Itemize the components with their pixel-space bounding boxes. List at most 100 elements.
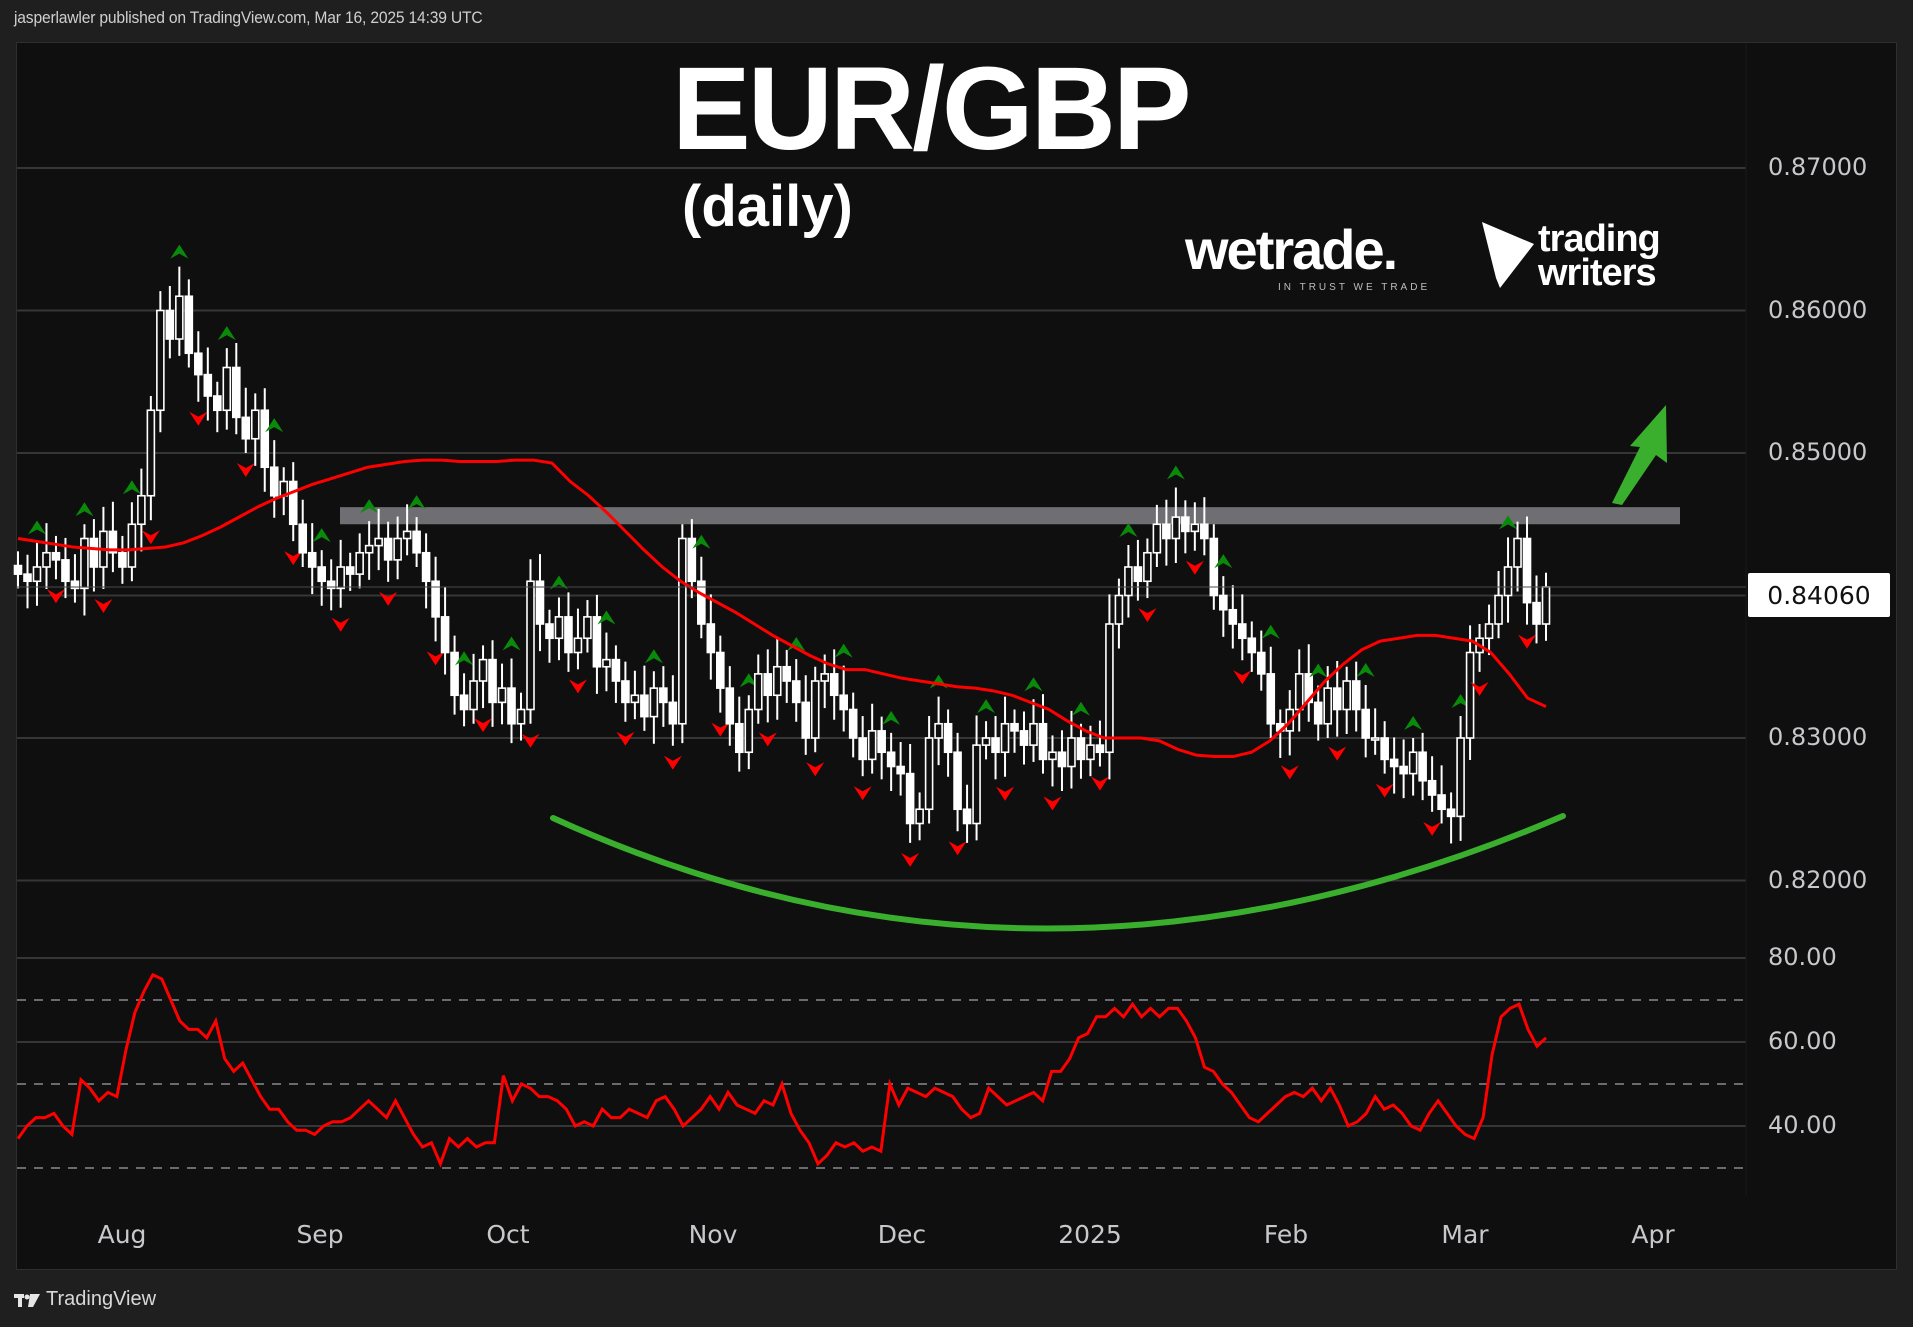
fractal-down-icon — [568, 679, 587, 694]
candle-body — [1086, 744, 1095, 761]
trading-writers-line2: writers — [1538, 252, 1657, 294]
rsi-line — [16, 972, 1548, 1168]
trading-writers-logo: trading writers — [1538, 220, 1661, 294]
candle-body — [1294, 673, 1304, 711]
chart-panel[interactable] — [16, 42, 1897, 1270]
candle-body — [915, 808, 924, 825]
candle-body — [1057, 751, 1067, 768]
candle-body — [431, 580, 440, 618]
candle-body — [640, 694, 649, 718]
candle-body — [858, 737, 867, 761]
candle-body — [326, 580, 336, 590]
candle-body — [146, 409, 156, 497]
fractal-down-icon — [758, 732, 777, 747]
fractal-down-icon — [853, 786, 872, 801]
candle-body — [61, 559, 70, 583]
candle-body — [1247, 637, 1257, 654]
candle-body — [583, 616, 592, 640]
fractal-up-icon — [455, 651, 474, 666]
candle-body — [231, 366, 241, 419]
fractal-down-icon — [1280, 765, 1299, 780]
candle-body — [734, 722, 744, 754]
resistance-zone — [340, 507, 1680, 525]
candle-body — [725, 687, 735, 725]
published-caption: jasperlawler published on TradingView.co… — [14, 8, 483, 27]
candle-body — [592, 616, 602, 668]
time-tick-label: Feb — [1263, 1220, 1309, 1249]
fractal-down-icon — [1185, 560, 1204, 575]
candle-body — [706, 623, 716, 654]
candle-body — [678, 537, 687, 725]
candle-body — [953, 751, 962, 811]
candle-body — [478, 658, 488, 682]
fractal-up-icon — [312, 528, 331, 543]
fractal-down-icon — [284, 551, 303, 566]
candle-body — [564, 616, 573, 654]
candle-body — [753, 673, 763, 711]
candle-body — [630, 694, 640, 704]
candle-body — [165, 309, 175, 340]
candle-body — [213, 395, 222, 412]
candle-body — [905, 772, 915, 825]
trading-writers-pen-icon — [1482, 222, 1534, 288]
candle-body — [962, 808, 972, 825]
candle-body — [877, 730, 886, 754]
fractal-up-icon — [644, 649, 663, 664]
time-tick-label: Oct — [486, 1220, 530, 1249]
fractal-up-icon — [1261, 624, 1280, 639]
candle-body — [32, 566, 42, 583]
price-tick-label: 0.82000 — [1768, 865, 1868, 894]
chart-subtitle: (daily) — [682, 174, 853, 239]
tradingview-footer[interactable]: TradingView — [14, 1288, 156, 1311]
fractal-up-icon — [407, 495, 426, 510]
current-price-label: 0.84060 — [1748, 573, 1890, 617]
candle-body — [1076, 737, 1086, 761]
candle-body — [1541, 586, 1551, 625]
candle-body — [1494, 594, 1503, 625]
candle-body — [13, 564, 23, 575]
fractal-down-icon — [1090, 776, 1109, 791]
fractal-down-icon — [1328, 746, 1347, 761]
candle-body — [260, 409, 270, 469]
candle-body — [1399, 765, 1408, 775]
fractal-up-icon — [549, 575, 568, 590]
candle-body — [1323, 687, 1333, 725]
candle-body — [269, 466, 279, 497]
rsi-tick-label: 40.00 — [1768, 1111, 1837, 1139]
candle-body — [336, 566, 345, 590]
candle-body — [383, 537, 393, 561]
candle-body — [1437, 794, 1446, 811]
fractal-up-icon — [1024, 677, 1043, 692]
tradingview-brand: TradingView — [46, 1288, 157, 1310]
fractal-up-icon — [882, 710, 901, 725]
candle-body — [364, 544, 374, 554]
fractal-down-icon — [616, 731, 635, 746]
candle-body — [801, 701, 811, 739]
candle-body — [1522, 537, 1532, 604]
fractal-up-icon — [1451, 694, 1470, 709]
candle-body — [1408, 751, 1418, 775]
price-tick-label: 0.86000 — [1768, 295, 1868, 324]
fractal-up-icon — [739, 673, 758, 688]
fractal-up-icon — [1356, 662, 1375, 677]
candle-body — [697, 580, 706, 625]
candle-body — [1304, 673, 1314, 704]
fractal-down-icon — [1138, 608, 1157, 623]
candle-body — [791, 680, 801, 704]
candle-body — [488, 658, 497, 704]
candle-body — [1380, 737, 1389, 761]
fractal-up-icon — [1071, 701, 1090, 716]
candle-body — [1171, 516, 1181, 540]
fractal-up-icon — [1214, 554, 1233, 569]
candle-body — [1456, 737, 1465, 818]
candle-body — [687, 537, 697, 583]
candle-body — [1370, 737, 1380, 741]
candle-body — [611, 658, 621, 682]
fractal-up-icon — [1166, 465, 1185, 480]
candle-body — [127, 523, 137, 568]
candle-body — [250, 409, 260, 440]
rsi-tick-label: 80.00 — [1768, 943, 1837, 971]
candle-body — [1019, 730, 1029, 746]
time-tick-label: Nov — [688, 1220, 738, 1249]
